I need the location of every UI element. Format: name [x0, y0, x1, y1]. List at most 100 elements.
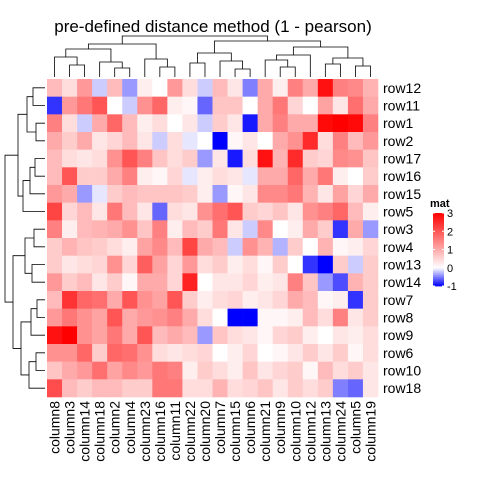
heatmap-cell: [212, 114, 228, 133]
heatmap-cell: [317, 167, 334, 186]
dendrogram-branch: [159, 66, 176, 77]
heatmap-cell: [257, 238, 273, 256]
heatmap-cell: [47, 202, 63, 221]
heatmap-cell: [257, 202, 273, 221]
heatmap-cell: [77, 326, 93, 345]
heatmap-cell: [302, 344, 319, 362]
heatmap-cell: [332, 344, 349, 362]
heatmap-cell: [107, 308, 123, 327]
dendrogram-branch: [31, 264, 45, 283]
legend-gradient-step: [433, 245, 444, 249]
heatmap-cell: [197, 114, 213, 133]
heatmap-cell: [152, 326, 168, 345]
heatmap-cell: [122, 255, 138, 274]
heatmap-cell: [122, 379, 138, 398]
heatmap-cell: [182, 361, 198, 380]
heatmap-cell: [347, 132, 364, 150]
legend-gradient-step: [433, 225, 444, 229]
heatmap-cell: [347, 238, 364, 256]
heatmap-cell: [197, 96, 213, 115]
heatmap-cell: [272, 238, 289, 256]
heatmap-cell: [167, 238, 183, 256]
heatmap-cell: [212, 361, 228, 380]
heatmap-cell: [77, 238, 93, 256]
heatmap-cell: [107, 149, 123, 168]
heatmap-cell: [302, 255, 319, 274]
heatmap-cell: [257, 167, 273, 186]
heatmap-cell: [62, 114, 78, 133]
heatmap-cell: [317, 114, 334, 133]
heatmap-cell: [212, 255, 228, 274]
heatmap-cell: [182, 202, 198, 221]
heatmap-cell: [62, 308, 78, 327]
heatmap-cell: [122, 202, 138, 221]
heatmap-cell: [182, 132, 198, 150]
heatmap-cell: [332, 149, 349, 168]
row-label: row14: [383, 274, 421, 290]
heatmap-cell: [107, 79, 123, 97]
heatmap-cell: [77, 149, 93, 168]
heatmap-cell: [317, 202, 334, 221]
heatmap-cell: [287, 255, 304, 274]
dendrogram-branch: [234, 68, 251, 77]
heatmap-cell: [242, 132, 258, 150]
heatmap-cell: [272, 291, 289, 309]
heatmap-cell: [122, 344, 138, 362]
heatmap-cell: [152, 361, 168, 380]
legend-gradient-step: [433, 267, 444, 270]
row-label: row4: [383, 239, 414, 255]
row-label: row7: [383, 292, 414, 308]
heatmap-cell: [302, 308, 319, 327]
heatmap-cell: [107, 114, 123, 133]
column-label: column7: [212, 401, 228, 454]
heatmap-cell: [227, 344, 243, 362]
legend-gradient-step: [433, 258, 444, 261]
heatmap-cell: [332, 291, 349, 309]
row-label: row9: [383, 327, 414, 343]
heatmap-cell: [92, 238, 108, 256]
heatmap-cell: [197, 344, 213, 362]
heatmap-cell: [242, 114, 258, 133]
heatmap-cell: [47, 361, 63, 380]
heatmap-cell: [77, 308, 93, 327]
heatmap-cell: [77, 185, 93, 203]
heatmap-cell: [152, 308, 168, 327]
heatmap-cell: [242, 96, 258, 115]
heatmap-cell: [317, 238, 334, 256]
heatmap-cell: [347, 79, 364, 97]
dendrogram-branch: [121, 35, 268, 44]
heatmap-cell: [167, 255, 183, 274]
heatmap-cell: [197, 291, 213, 309]
column-label: column10: [287, 401, 303, 462]
heatmap-cell: [302, 79, 319, 97]
heatmap-cell: [107, 326, 123, 345]
heatmap-cell: [47, 185, 63, 203]
heatmap-cell: [92, 79, 108, 97]
heatmap-cell: [287, 220, 304, 239]
heatmap-cell: [77, 132, 93, 150]
heatmap-cell: [347, 361, 364, 380]
legend-gradient-step: [433, 247, 444, 250]
heatmap-cell: [272, 273, 289, 292]
heatmap-cell: [317, 361, 334, 380]
heatmap-cell: [137, 149, 153, 168]
heatmap-cell: [242, 344, 258, 362]
heatmap-cell: [212, 79, 228, 97]
heatmap-cell: [167, 96, 183, 115]
legend-gradient-step: [433, 271, 444, 274]
heatmap-cell: [257, 255, 273, 274]
heatmap-cell: [107, 96, 123, 115]
heatmap-cell: [227, 167, 243, 186]
column-label: column18: [92, 401, 108, 462]
heatmap-cell: [92, 291, 108, 309]
heatmap-cell: [347, 379, 364, 398]
heatmap-cell: [122, 167, 138, 186]
dendrogram-branch: [324, 63, 341, 77]
heatmap-cell: [332, 308, 349, 327]
heatmap-cell: [227, 308, 243, 327]
column-label: column19: [362, 401, 378, 462]
heatmap-cell: [137, 167, 153, 186]
heatmap-cell: [332, 326, 349, 345]
heatmap-cell: [317, 220, 334, 239]
